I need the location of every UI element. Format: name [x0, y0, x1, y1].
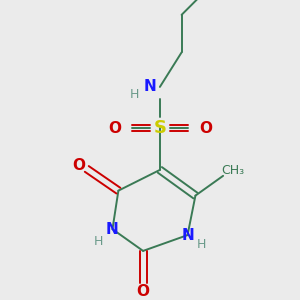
Text: O: O [72, 158, 86, 173]
Text: N: N [144, 80, 156, 94]
Text: H: H [94, 235, 103, 248]
Text: O: O [136, 284, 150, 299]
Text: N: N [106, 222, 119, 237]
Text: O: O [108, 121, 121, 136]
Text: H: H [130, 88, 139, 101]
Text: O: O [199, 121, 212, 136]
Text: H: H [197, 238, 206, 251]
Text: S: S [153, 119, 167, 137]
Text: CH₃: CH₃ [221, 164, 244, 177]
Text: N: N [181, 228, 194, 243]
